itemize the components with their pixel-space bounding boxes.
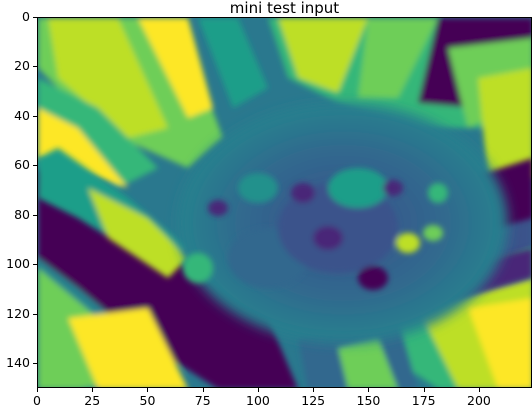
y-tick-label: 120 bbox=[6, 305, 30, 321]
y-tick-label: 60 bbox=[14, 157, 30, 173]
y-tick-label: 0 bbox=[22, 9, 30, 24]
x-tick-label: 50 bbox=[139, 393, 156, 408]
y-tick-mark bbox=[33, 313, 37, 315]
x-tick-mark bbox=[423, 388, 425, 392]
x-tick-mark bbox=[202, 388, 204, 392]
x-tick-label: 175 bbox=[411, 393, 436, 408]
y-tick-mark bbox=[33, 363, 37, 365]
y-tick-label: 140 bbox=[6, 355, 30, 371]
y-tick-label: 40 bbox=[14, 107, 30, 123]
y-tick-mark bbox=[33, 115, 37, 117]
y-tick-mark bbox=[33, 264, 37, 266]
x-tick-label: 125 bbox=[301, 393, 326, 408]
x-tick-mark bbox=[147, 388, 149, 392]
x-tick-mark bbox=[257, 388, 259, 392]
y-tick-mark bbox=[33, 165, 37, 167]
chart-title: mini test input bbox=[229, 0, 340, 17]
x-tick-label: 150 bbox=[356, 393, 381, 408]
x-tick-label: 25 bbox=[84, 393, 101, 408]
y-tick-mark bbox=[33, 66, 37, 68]
y-tick-label: 80 bbox=[14, 206, 30, 222]
x-tick-mark bbox=[37, 388, 38, 392]
y-tick-label: 20 bbox=[14, 58, 30, 74]
x-tick-mark bbox=[478, 388, 480, 392]
x-tick-label: 75 bbox=[194, 393, 211, 408]
heatmap-image bbox=[38, 18, 531, 387]
y-tick-label: 100 bbox=[6, 256, 30, 272]
x-tick-mark bbox=[368, 388, 370, 392]
x-tick-label: 200 bbox=[467, 393, 491, 408]
x-tick-mark bbox=[313, 388, 315, 392]
plot-area bbox=[37, 17, 532, 388]
y-tick-mark bbox=[33, 17, 37, 18]
x-tick-mark bbox=[92, 388, 94, 392]
x-tick-label: 0 bbox=[33, 393, 41, 408]
x-tick-label: 100 bbox=[246, 393, 270, 408]
y-tick-mark bbox=[33, 214, 37, 216]
